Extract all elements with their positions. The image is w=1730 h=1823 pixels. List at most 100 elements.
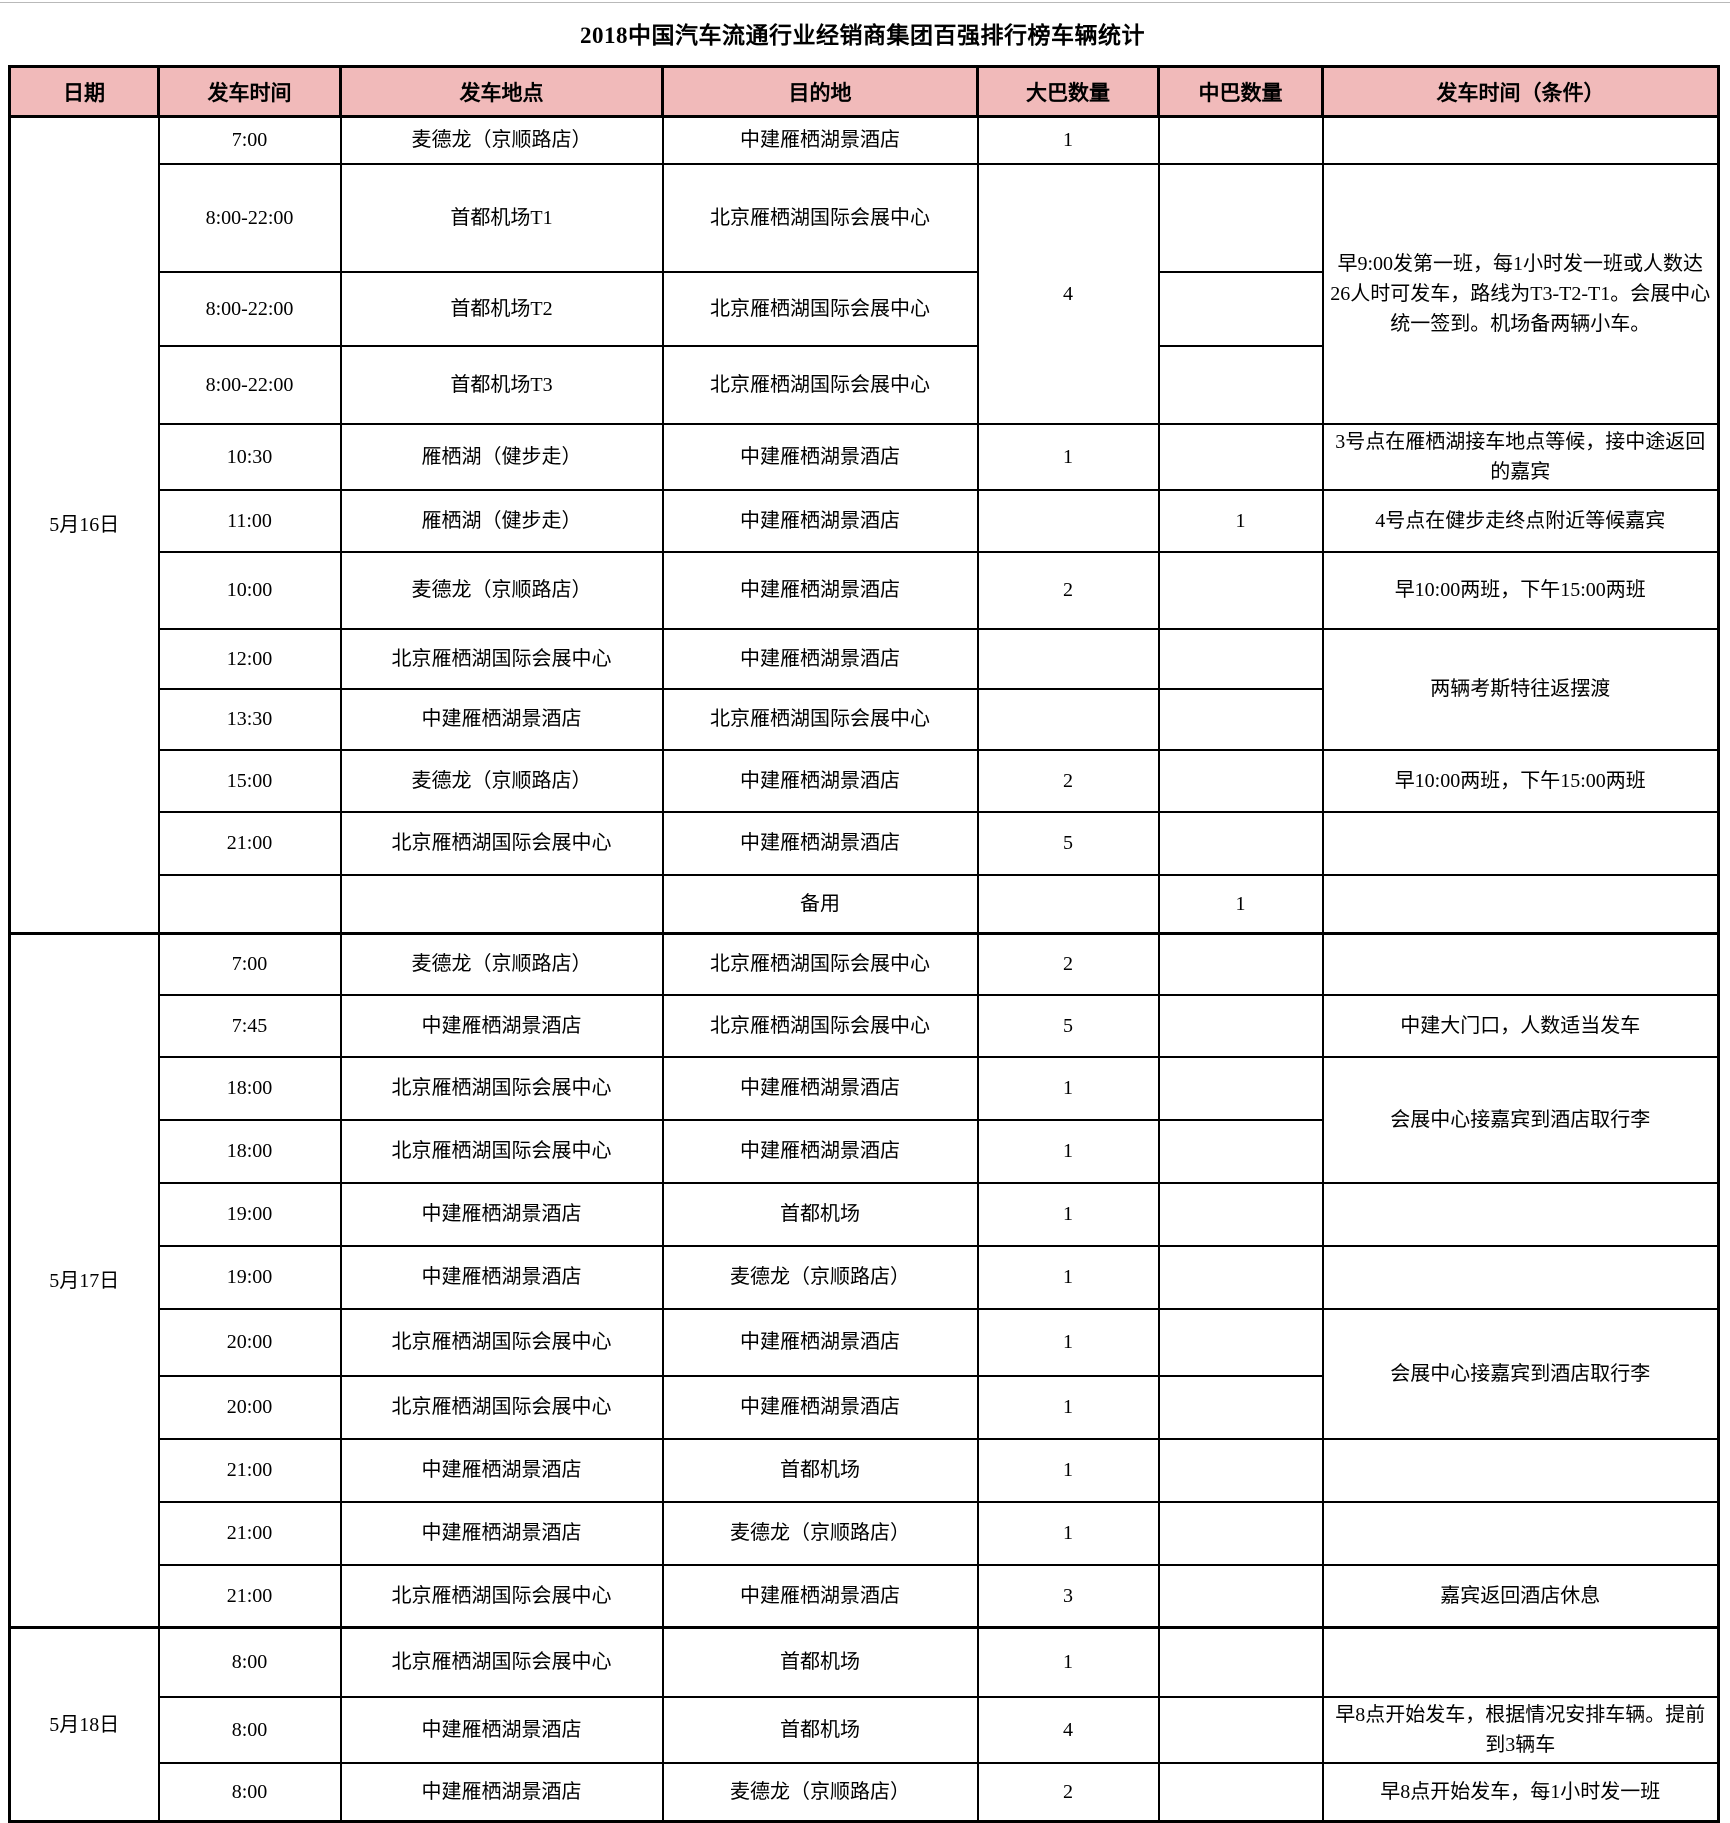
time-cell: 8:00-22:00 bbox=[157, 270, 342, 347]
header-bus-count: 大巴数量 bbox=[976, 65, 1160, 118]
time-cell: 11:00 bbox=[157, 488, 342, 553]
time-cell: 21:00 bbox=[157, 1437, 342, 1503]
bus-count-cell: 2 bbox=[976, 1761, 1160, 1823]
destination-cell: 麦德龙（京顺路店） bbox=[661, 1244, 979, 1310]
time-cell: 8:00 bbox=[157, 1695, 342, 1764]
destination-cell: 中建雁栖湖景酒店 bbox=[661, 550, 979, 630]
origin-cell: 北京雁栖湖国际会展中心 bbox=[339, 810, 664, 876]
condition-cell: 3号点在雁栖湖接车地点等候，接中途返回的嘉宾 bbox=[1321, 422, 1720, 491]
time-cell: 7:45 bbox=[157, 993, 342, 1058]
bus-count-cell bbox=[976, 488, 1160, 553]
table-row: 8:00-22:00 首都机场T1 北京雁栖湖国际会展中心 4 早9:00发第一… bbox=[10, 162, 1720, 425]
table-row: 7:45 中建雁栖湖景酒店 北京雁栖湖国际会展中心 5 中建大门口，人数适当发车 bbox=[10, 993, 1720, 1058]
origin-cell: 首都机场T2 bbox=[339, 270, 664, 347]
time-cell: 21:00 bbox=[157, 1563, 342, 1629]
condition-cell bbox=[1321, 1626, 1720, 1698]
condition-cell bbox=[1321, 810, 1720, 876]
destination-cell: 北京雁栖湖国际会展中心 bbox=[661, 270, 979, 347]
time-cell: 10:00 bbox=[157, 550, 342, 630]
bus-count-cell: 4 bbox=[976, 162, 1160, 425]
header-departure-time: 发车时间 bbox=[157, 65, 342, 118]
minibus-count-cell bbox=[1157, 1181, 1324, 1247]
destination-cell: 北京雁栖湖国际会展中心 bbox=[661, 687, 979, 751]
table-row: 19:00 中建雁栖湖景酒店 麦德龙（京顺路店） 1 bbox=[10, 1244, 1720, 1310]
condition-cell: 嘉宾返回酒店休息 bbox=[1321, 1563, 1720, 1629]
table-row: 8:00 中建雁栖湖景酒店 麦德龙（京顺路店） 2 早8点开始发车，每1小时发一… bbox=[10, 1761, 1720, 1823]
destination-cell: 北京雁栖湖国际会展中心 bbox=[661, 993, 979, 1058]
table-row: 8:00 中建雁栖湖景酒店 首都机场 4 早8点开始发车，根据情况安排车辆。提前… bbox=[10, 1695, 1720, 1764]
origin-cell: 北京雁栖湖国际会展中心 bbox=[339, 627, 664, 690]
table-row: 5月18日 8:00 北京雁栖湖国际会展中心 首都机场 1 bbox=[8, 1626, 1720, 1823]
header-row: 日期 发车时间 发车地点 目的地 大巴数量 中巴数量 发车时间（条件） bbox=[8, 65, 1720, 118]
condition-cell bbox=[1321, 1244, 1720, 1310]
condition-cell bbox=[1321, 1181, 1720, 1247]
origin-cell: 中建雁栖湖景酒店 bbox=[339, 1695, 664, 1764]
origin-cell: 北京雁栖湖国际会展中心 bbox=[339, 1374, 664, 1440]
bus-count-cell: 2 bbox=[976, 550, 1160, 630]
table-row: 8:00-22:00 首都机场T2 北京雁栖湖国际会展中心 bbox=[10, 270, 1719, 347]
minibus-count-cell: 1 bbox=[1157, 488, 1324, 553]
minibus-count-cell bbox=[1157, 162, 1324, 273]
time-cell: 19:00 bbox=[157, 1244, 342, 1310]
origin-cell: 中建雁栖湖景酒店 bbox=[339, 993, 664, 1058]
origin-cell bbox=[339, 873, 664, 935]
minibus-count-cell bbox=[1157, 1437, 1324, 1503]
origin-cell: 麦德龙（京顺路店） bbox=[339, 115, 664, 165]
condition-cell: 早10:00两班，下午15:00两班 bbox=[1321, 748, 1720, 813]
header-date: 日期 bbox=[8, 65, 160, 118]
time-cell: 20:00 bbox=[157, 1374, 342, 1440]
origin-cell: 首都机场T3 bbox=[339, 344, 664, 425]
table-row: 备用 1 bbox=[10, 873, 1720, 935]
table-row: 21:00 北京雁栖湖国际会展中心 中建雁栖湖景酒店 3 嘉宾返回酒店休息 bbox=[10, 1563, 1720, 1629]
origin-cell: 首都机场T1 bbox=[339, 162, 664, 273]
minibus-count-cell bbox=[1157, 748, 1324, 813]
bus-count-cell: 1 bbox=[976, 1626, 1160, 1698]
minibus-count-cell bbox=[1157, 115, 1324, 165]
time-cell bbox=[157, 873, 342, 935]
condition-cell: 早8点开始发车，每1小时发一班 bbox=[1321, 1761, 1720, 1823]
time-cell: 13:30 bbox=[157, 687, 342, 751]
time-cell: 18:00 bbox=[157, 1118, 342, 1184]
condition-cell: 中建大门口，人数适当发车 bbox=[1321, 993, 1720, 1058]
destination-cell: 中建雁栖湖景酒店 bbox=[661, 488, 979, 553]
table-header: 日期 发车时间 发车地点 目的地 大巴数量 中巴数量 发车时间（条件） bbox=[8, 65, 1720, 118]
bus-count-cell bbox=[976, 627, 1160, 690]
condition-cell: 早10:00两班，下午15:00两班 bbox=[1321, 550, 1720, 630]
bus-schedule-table: 日期 发车时间 发车地点 目的地 大巴数量 中巴数量 发车时间（条件） 5月16… bbox=[8, 65, 1720, 1823]
minibus-count-cell bbox=[1157, 1244, 1324, 1310]
minibus-count-cell bbox=[1157, 550, 1324, 630]
destination-cell: 首都机场 bbox=[661, 1181, 979, 1247]
time-cell: 21:00 bbox=[157, 810, 342, 876]
bus-count-cell bbox=[976, 873, 1160, 935]
table-row: 20:00 北京雁栖湖国际会展中心 中建雁栖湖景酒店 1 bbox=[10, 1374, 1719, 1440]
bus-count-cell: 4 bbox=[976, 1695, 1160, 1764]
destination-cell: 首都机场 bbox=[661, 1437, 979, 1503]
bus-count-cell: 1 bbox=[976, 422, 1160, 491]
condition-cell: 会展中心接嘉宾到酒店取行李 bbox=[1321, 1055, 1720, 1184]
time-cell: 8:00-22:00 bbox=[157, 162, 342, 273]
table-row: 10:00 麦德龙（京顺路店） 中建雁栖湖景酒店 2 早10:00两班，下午15… bbox=[10, 550, 1720, 630]
destination-cell: 北京雁栖湖国际会展中心 bbox=[661, 344, 979, 425]
minibus-count-cell bbox=[1157, 810, 1324, 876]
minibus-count-cell bbox=[1157, 1374, 1324, 1440]
minibus-count-cell bbox=[1157, 422, 1324, 491]
minibus-count-cell bbox=[1157, 687, 1324, 751]
bus-count-cell: 1 bbox=[976, 1437, 1160, 1503]
bus-count-cell: 1 bbox=[976, 1244, 1160, 1310]
bus-count-cell: 2 bbox=[976, 748, 1160, 813]
condition-cell: 会展中心接嘉宾到酒店取行李 bbox=[1321, 1307, 1720, 1440]
minibus-count-cell bbox=[1157, 1118, 1324, 1184]
header-destination: 目的地 bbox=[661, 65, 979, 118]
table-row: 18:00 北京雁栖湖国际会展中心 中建雁栖湖景酒店 1 bbox=[10, 1118, 1719, 1184]
origin-cell: 北京雁栖湖国际会展中心 bbox=[339, 1055, 664, 1121]
bus-count-cell: 5 bbox=[976, 993, 1160, 1058]
origin-cell: 麦德龙（京顺路店） bbox=[339, 932, 664, 996]
origin-cell: 麦德龙（京顺路店） bbox=[339, 550, 664, 630]
condition-cell bbox=[1321, 932, 1720, 996]
destination-cell: 备用 bbox=[661, 873, 979, 935]
time-cell: 10:30 bbox=[157, 422, 342, 491]
minibus-count-cell bbox=[1157, 1761, 1324, 1823]
minibus-count-cell bbox=[1157, 993, 1324, 1058]
time-cell: 7:00 bbox=[157, 932, 342, 996]
table-row: 18:00 北京雁栖湖国际会展中心 中建雁栖湖景酒店 1 会展中心接嘉宾到酒店取… bbox=[10, 1055, 1720, 1184]
